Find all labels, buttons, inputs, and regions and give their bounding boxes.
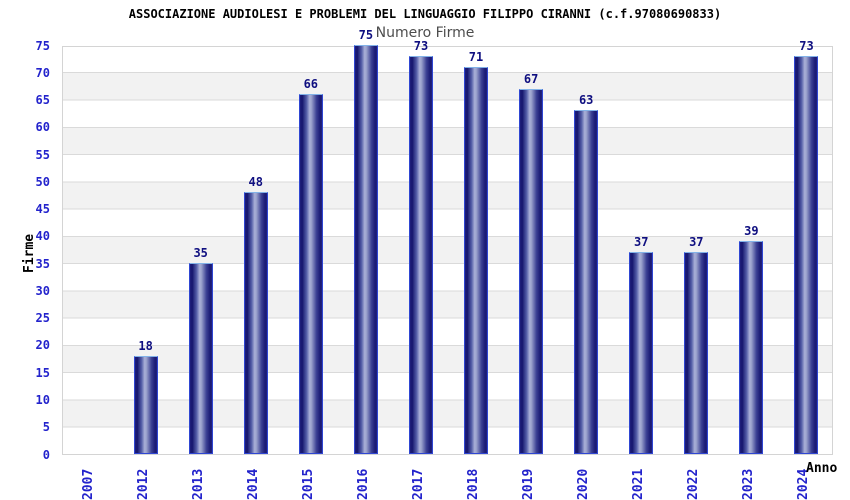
bar-value-label: 63 [578,93,594,108]
bar-value-label: 39 [744,224,759,239]
y-axis-ticks: 0 5 10 15 20 25 30 35 40 45 50 55 60 65 70 75 [0,39,62,462]
x-tick-label: 2022 [686,468,702,500]
x-tick-label: 2007 [80,468,96,500]
bar-value-label: 48 [248,175,263,190]
bar-value-label: 75 [358,28,374,42]
bar-2018 [464,66,489,454]
bar-2021 [629,252,654,454]
x-tick-label: 2020 [576,468,592,500]
bar-2024 [794,55,819,454]
bar-2016 [353,45,378,454]
x-tick-label: 2019 [521,468,537,500]
x-tick-label: 2013 [190,468,206,500]
y-tick-label: 70 [35,65,50,80]
bar-value-label: 66 [303,77,319,92]
bar-2020 [574,110,599,454]
bar-value-label: 18 [138,338,153,353]
bar-value-label: 73 [799,38,814,53]
y-tick-label: 55 [35,147,50,162]
y-tick-label: 25 [35,311,50,326]
bar-2013 [188,263,213,454]
y-tick-label: 15 [35,365,50,380]
y-tick-label: 50 [35,174,50,189]
y-tick-label: 5 [42,420,50,435]
bar-value-label: 37 [634,235,649,250]
plot-area: 18 35 48 66 75 73 71 67 63 37 37 39 73 [62,28,833,455]
bar-value-label: 73 [413,38,429,53]
bar-2015 [298,94,323,454]
x-tick-label: 2015 [300,468,316,500]
x-axis-title: Anno [806,461,838,476]
y-tick-label: 40 [35,229,50,244]
chart-subtitle: Numero Firme [375,25,475,41]
bar-value-label: 35 [193,246,208,261]
bar-value-label: 37 [689,235,704,250]
x-tick-label: 2021 [631,468,647,500]
y-tick-label: 60 [35,120,50,135]
x-tick-label: 2012 [135,468,151,500]
bar-2019 [519,88,544,454]
bar-value-label: 67 [523,71,539,86]
chart-title: ASSOCIAZIONE AUDIOLESI E PROBLEMI DEL LI… [128,7,722,21]
y-tick-label: 45 [35,202,50,217]
bar-2014 [243,192,268,454]
y-tick-label: 20 [35,338,50,353]
y-tick-label: 30 [35,283,50,298]
x-tick-label: 2014 [245,468,261,500]
x-tick-label: 2016 [355,468,371,500]
y-tick-label: 10 [35,392,50,407]
x-tick-label: 2017 [410,468,426,500]
x-tick-label: 2018 [466,468,482,500]
bar-2022 [684,252,709,454]
bar-value-label: 71 [468,49,484,64]
bar-2012 [133,355,158,454]
x-axis-ticks: 2007 2012 2013 2014 2015 2016 2017 2018 2019 2020… [62,458,833,500]
x-tick-label: 2023 [741,468,757,500]
bar-2023 [739,241,764,454]
y-tick-label: 65 [35,93,50,108]
y-tick-label: 35 [35,256,50,271]
y-tick-label: 0 [42,447,50,462]
bar-2017 [408,55,433,454]
y-tick-label: 75 [35,38,50,53]
